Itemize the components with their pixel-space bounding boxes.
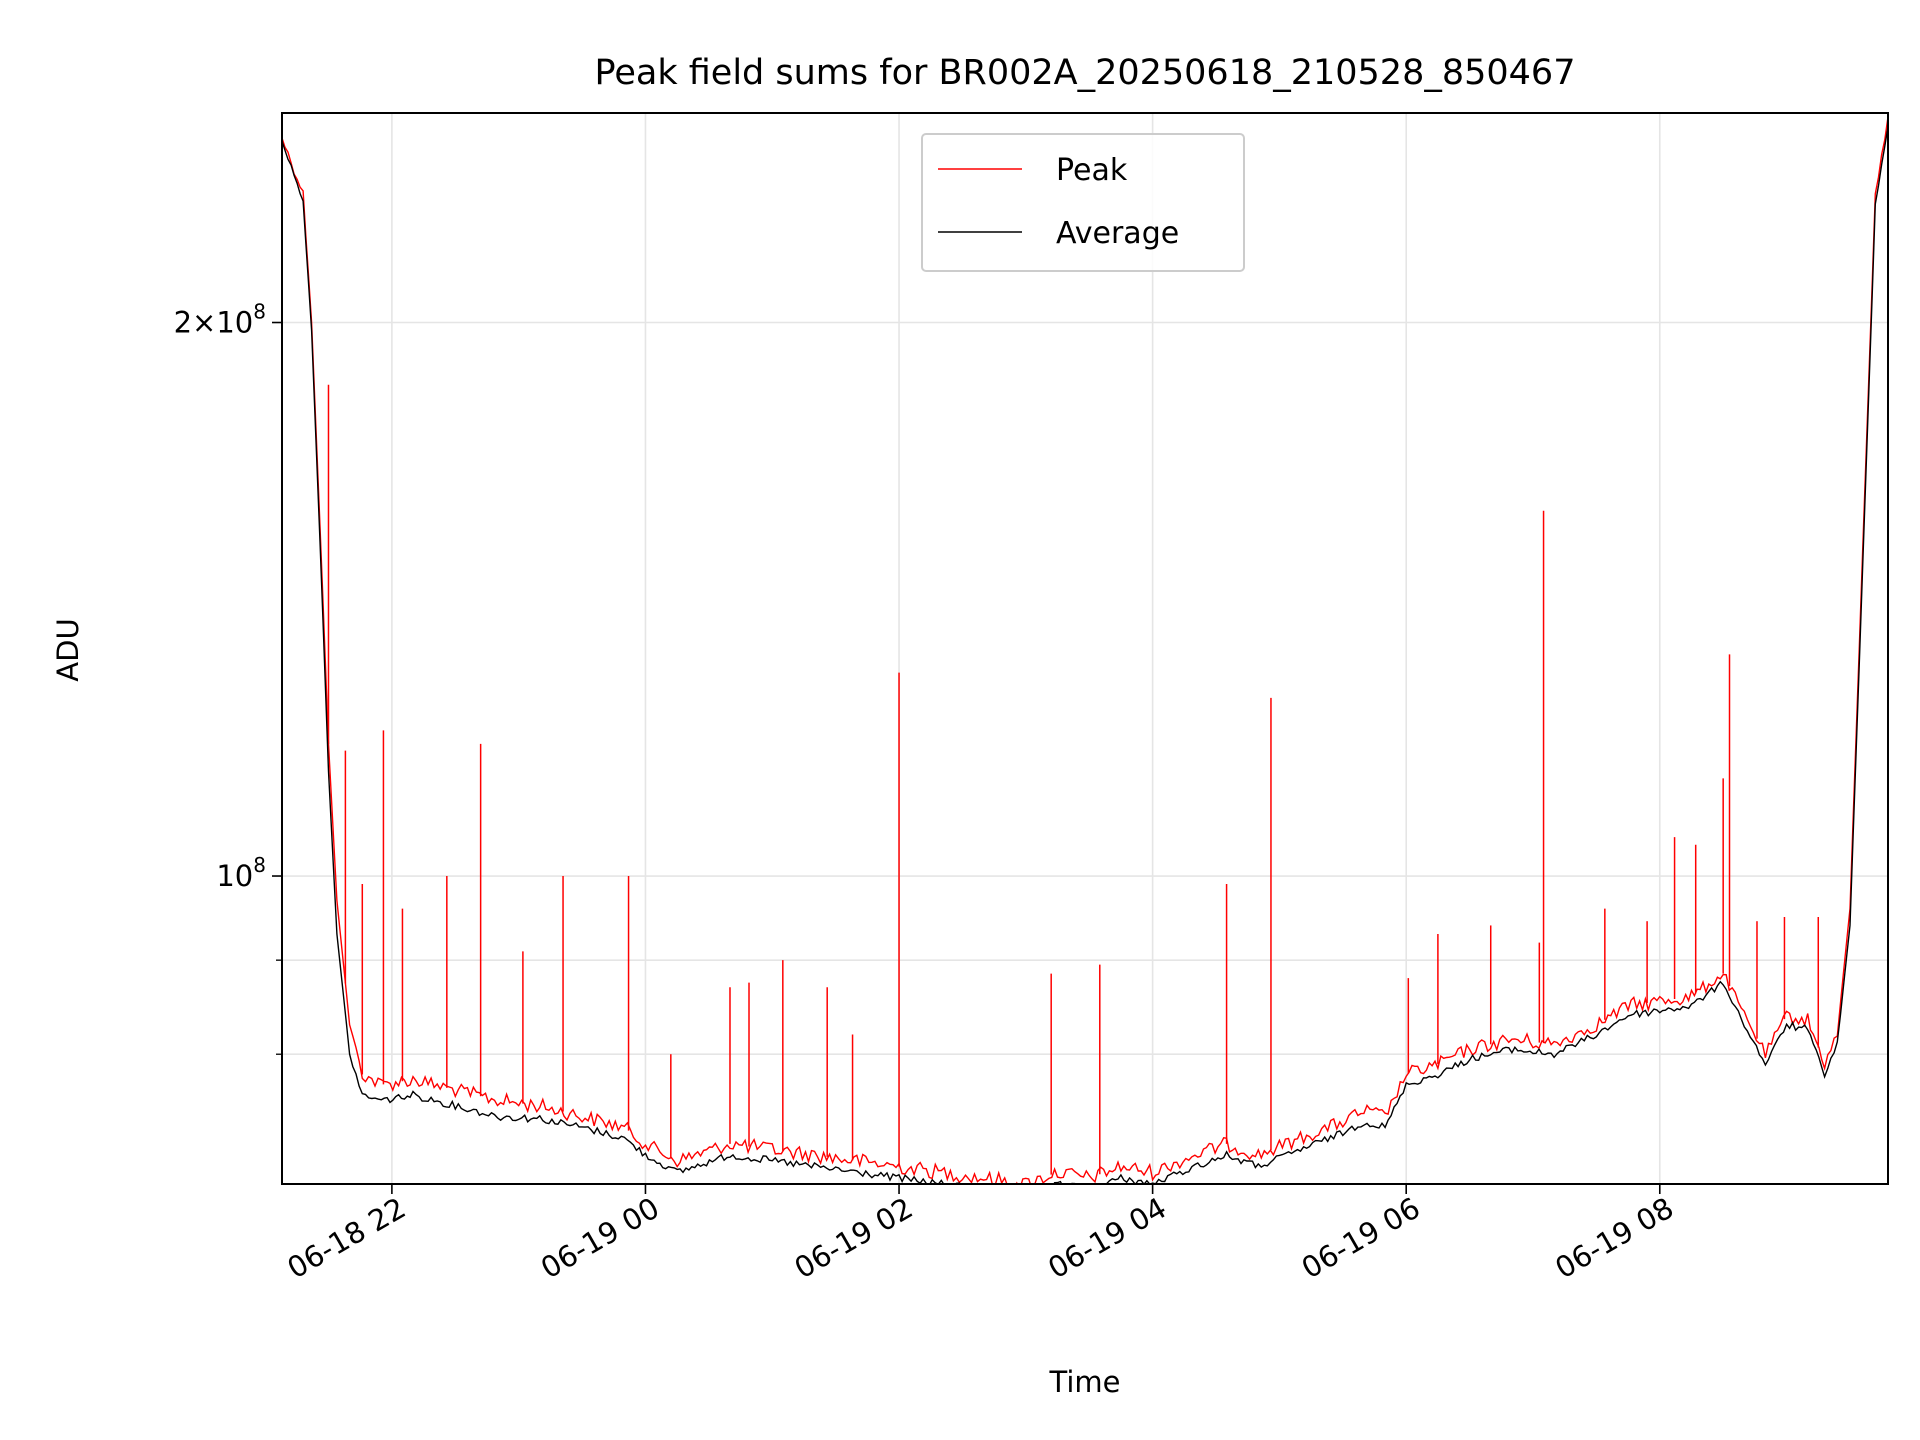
y-axis: 108 2×108 [174, 300, 282, 1055]
y-axis-label: ADU [51, 618, 85, 681]
y-tick-label: 108 [216, 853, 266, 893]
chart-title: Peak field sums for BR002A_20250618_2105… [595, 53, 1576, 93]
y-tick-label: 2×108 [174, 300, 266, 340]
plot-lines [282, 116, 1888, 1184]
series-average-line [282, 126, 1888, 1184]
legend-peak-label: Peak [1056, 153, 1128, 188]
series-group [282, 116, 1888, 1184]
grid [282, 113, 1888, 1184]
x-axis-label: Time [1049, 1365, 1121, 1399]
legend: Peak Average [921, 133, 1245, 272]
legend-average-label: Average [1056, 216, 1179, 251]
plot-frame [281, 112, 1889, 1185]
series-peak-line [282, 116, 1888, 1184]
